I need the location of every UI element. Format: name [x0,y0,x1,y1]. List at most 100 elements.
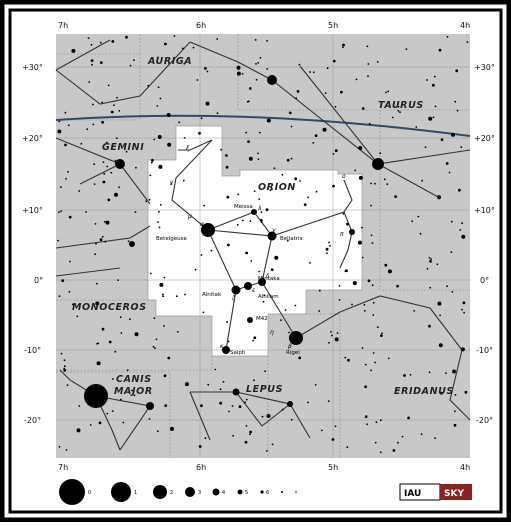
background-star [274,255,279,260]
background-star [429,286,432,289]
bayer-eta: η [270,329,274,336]
background-star [101,120,104,124]
background-star [451,291,454,293]
ra-bottom-7h: 7h [58,463,68,472]
bayer-beta: β [288,343,292,350]
background-star [290,418,293,421]
background-star [451,132,455,137]
background-star [346,222,349,226]
background-star [153,317,156,320]
background-star [385,91,387,94]
dec-left-20: +20° [22,134,43,143]
background-star [257,62,260,64]
dec-left-10: +10° [22,206,43,215]
background-star [101,327,105,331]
background-star [111,378,114,380]
background-star [411,220,414,223]
background-star [148,418,151,420]
background-star [381,332,383,335]
background-star [260,211,263,214]
background-star [184,293,186,296]
dec-right-0: 0° [480,276,489,285]
legend-dot-4 [212,488,220,496]
background-star [58,211,60,214]
saiph-star [222,346,230,354]
background-star [60,186,62,189]
background-star [66,384,69,386]
background-star [241,219,244,222]
background-star [401,435,404,438]
background-star [445,162,449,165]
background-star [226,195,230,199]
background-star [250,260,253,262]
background-star [134,211,137,214]
background-star [176,331,179,333]
label-saiph: Saiph [230,350,246,356]
background-star [326,252,328,255]
background-star [428,324,431,328]
background-star [328,341,330,344]
background-star [331,438,335,441]
background-star [357,240,362,245]
background-star [371,242,374,245]
background-star [261,415,264,418]
background-star [462,301,466,305]
ra-top-6h: 6h [196,21,206,30]
legend-dot-5 [237,489,243,495]
background-star [89,424,92,426]
background-star [198,445,202,448]
background-star [92,123,95,126]
background-star [397,105,400,108]
background-star [125,35,128,39]
lepus-star-1 [232,388,240,396]
background-star [58,295,61,298]
background-star [428,116,433,121]
background-star [192,46,195,49]
dec-labels-left: +30° +20° +10° 0° -10° -20° [22,63,43,425]
label-taurus: TAURUS [378,100,424,111]
background-star [149,174,152,177]
background-star [415,126,418,128]
alnilam-star [244,282,252,290]
background-star [461,222,463,225]
background-star [202,311,205,314]
background-star [164,404,168,407]
background-star [126,369,129,372]
background-star [170,183,173,186]
ra-top-4h: 4h [460,21,470,30]
background-star [409,373,412,376]
background-star [265,450,268,452]
background-star [258,131,261,134]
background-star [120,332,123,334]
background-star [167,142,172,147]
background-star [264,370,266,373]
background-star [358,146,363,150]
background-star [259,57,262,59]
background-star [432,83,435,87]
background-star [148,198,151,201]
background-star [236,71,241,76]
background-star [448,171,451,174]
elnath-star [267,75,277,85]
background-star [67,124,70,127]
background-star [265,208,269,212]
background-star [392,449,396,452]
legend-label-2: 2 [170,490,173,496]
orion-region [147,125,363,357]
bayer-zeta: ζ [231,295,236,302]
background-star [461,234,466,239]
background-star [298,356,302,360]
background-star [312,71,315,74]
background-star [296,90,300,93]
background-star [252,339,254,342]
background-star [391,116,394,119]
label-meissa: Meissa [234,204,253,210]
label-m42: M42 [256,316,268,322]
background-star [417,215,420,218]
background-star [387,357,390,360]
background-star [466,41,469,43]
background-star [111,410,114,412]
background-star [429,260,432,263]
background-star [63,368,67,372]
